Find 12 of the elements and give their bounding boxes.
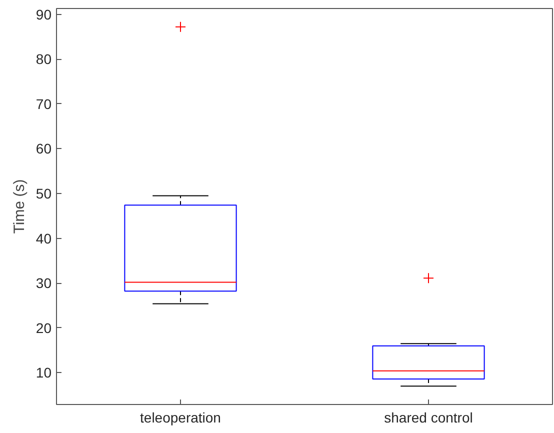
y-tick-label: 50: [36, 186, 52, 202]
y-tick-label: 60: [36, 140, 52, 157]
y-tick-label: 10: [36, 364, 52, 381]
y-tick-label: 40: [36, 230, 52, 246]
y-tick-label: 80: [36, 51, 52, 68]
y-tick-label: 30: [36, 275, 52, 292]
y-tick-label: 20: [36, 320, 52, 336]
y-axis-title: Time (s): [10, 179, 28, 234]
y-tick-label: 90: [36, 6, 52, 22]
x-tick-label: shared control: [384, 410, 473, 426]
x-tick-label: teleoperation: [140, 410, 221, 426]
y-tick-label: 70: [36, 96, 52, 112]
